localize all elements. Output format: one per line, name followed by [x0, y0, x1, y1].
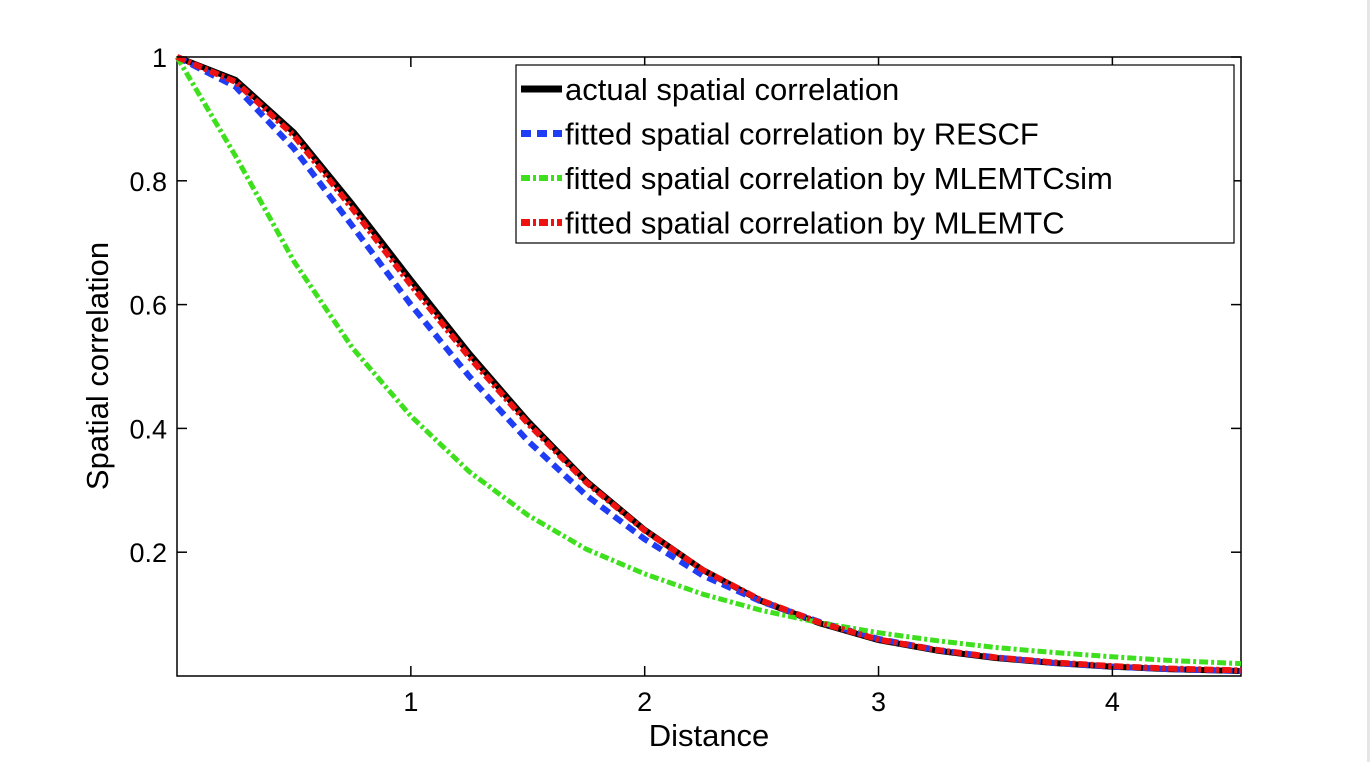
ticks-layer: 1 2 3 4 0.2 0.4 0.6 0.8 1	[129, 43, 1241, 717]
series-line-3	[174, 55, 1242, 667]
page-edge	[1367, 0, 1370, 762]
series-line-2	[175, 54, 1242, 674]
y-tick-label: 0.8	[129, 167, 167, 197]
legend-items: actual spatial correlation fitted spatial…	[521, 72, 1113, 241]
y-tick-label: 0.6	[129, 291, 167, 321]
legend-label-3: fitted spatial correlation by MLEMTCsim	[565, 161, 1113, 196]
x-tick-label: 1	[403, 687, 418, 717]
x-tick-label: 2	[637, 687, 652, 717]
x-tick-label: 4	[1105, 687, 1120, 717]
legend-box	[515, 64, 1235, 244]
y-tick-label: 0.2	[129, 538, 167, 568]
legend: actual spatial correlation fitted spatial…	[515, 64, 1235, 244]
series-line-4	[175, 54, 1242, 674]
legend-label-4: fitted spatial correlation by MLEMTC	[565, 206, 1065, 241]
legend-label-2: fitted spatial correlation by RESCF	[565, 117, 1039, 152]
legend-label-1: actual spatial correlation	[565, 72, 899, 107]
y-tick-label: 0.4	[129, 414, 167, 444]
y-axis-label: Spatial correlation	[80, 242, 115, 490]
y-tick-label: 1	[152, 43, 167, 73]
x-tick-label: 3	[871, 687, 886, 717]
series-layer	[174, 54, 1242, 674]
x-axis-label: Distance	[649, 718, 770, 753]
